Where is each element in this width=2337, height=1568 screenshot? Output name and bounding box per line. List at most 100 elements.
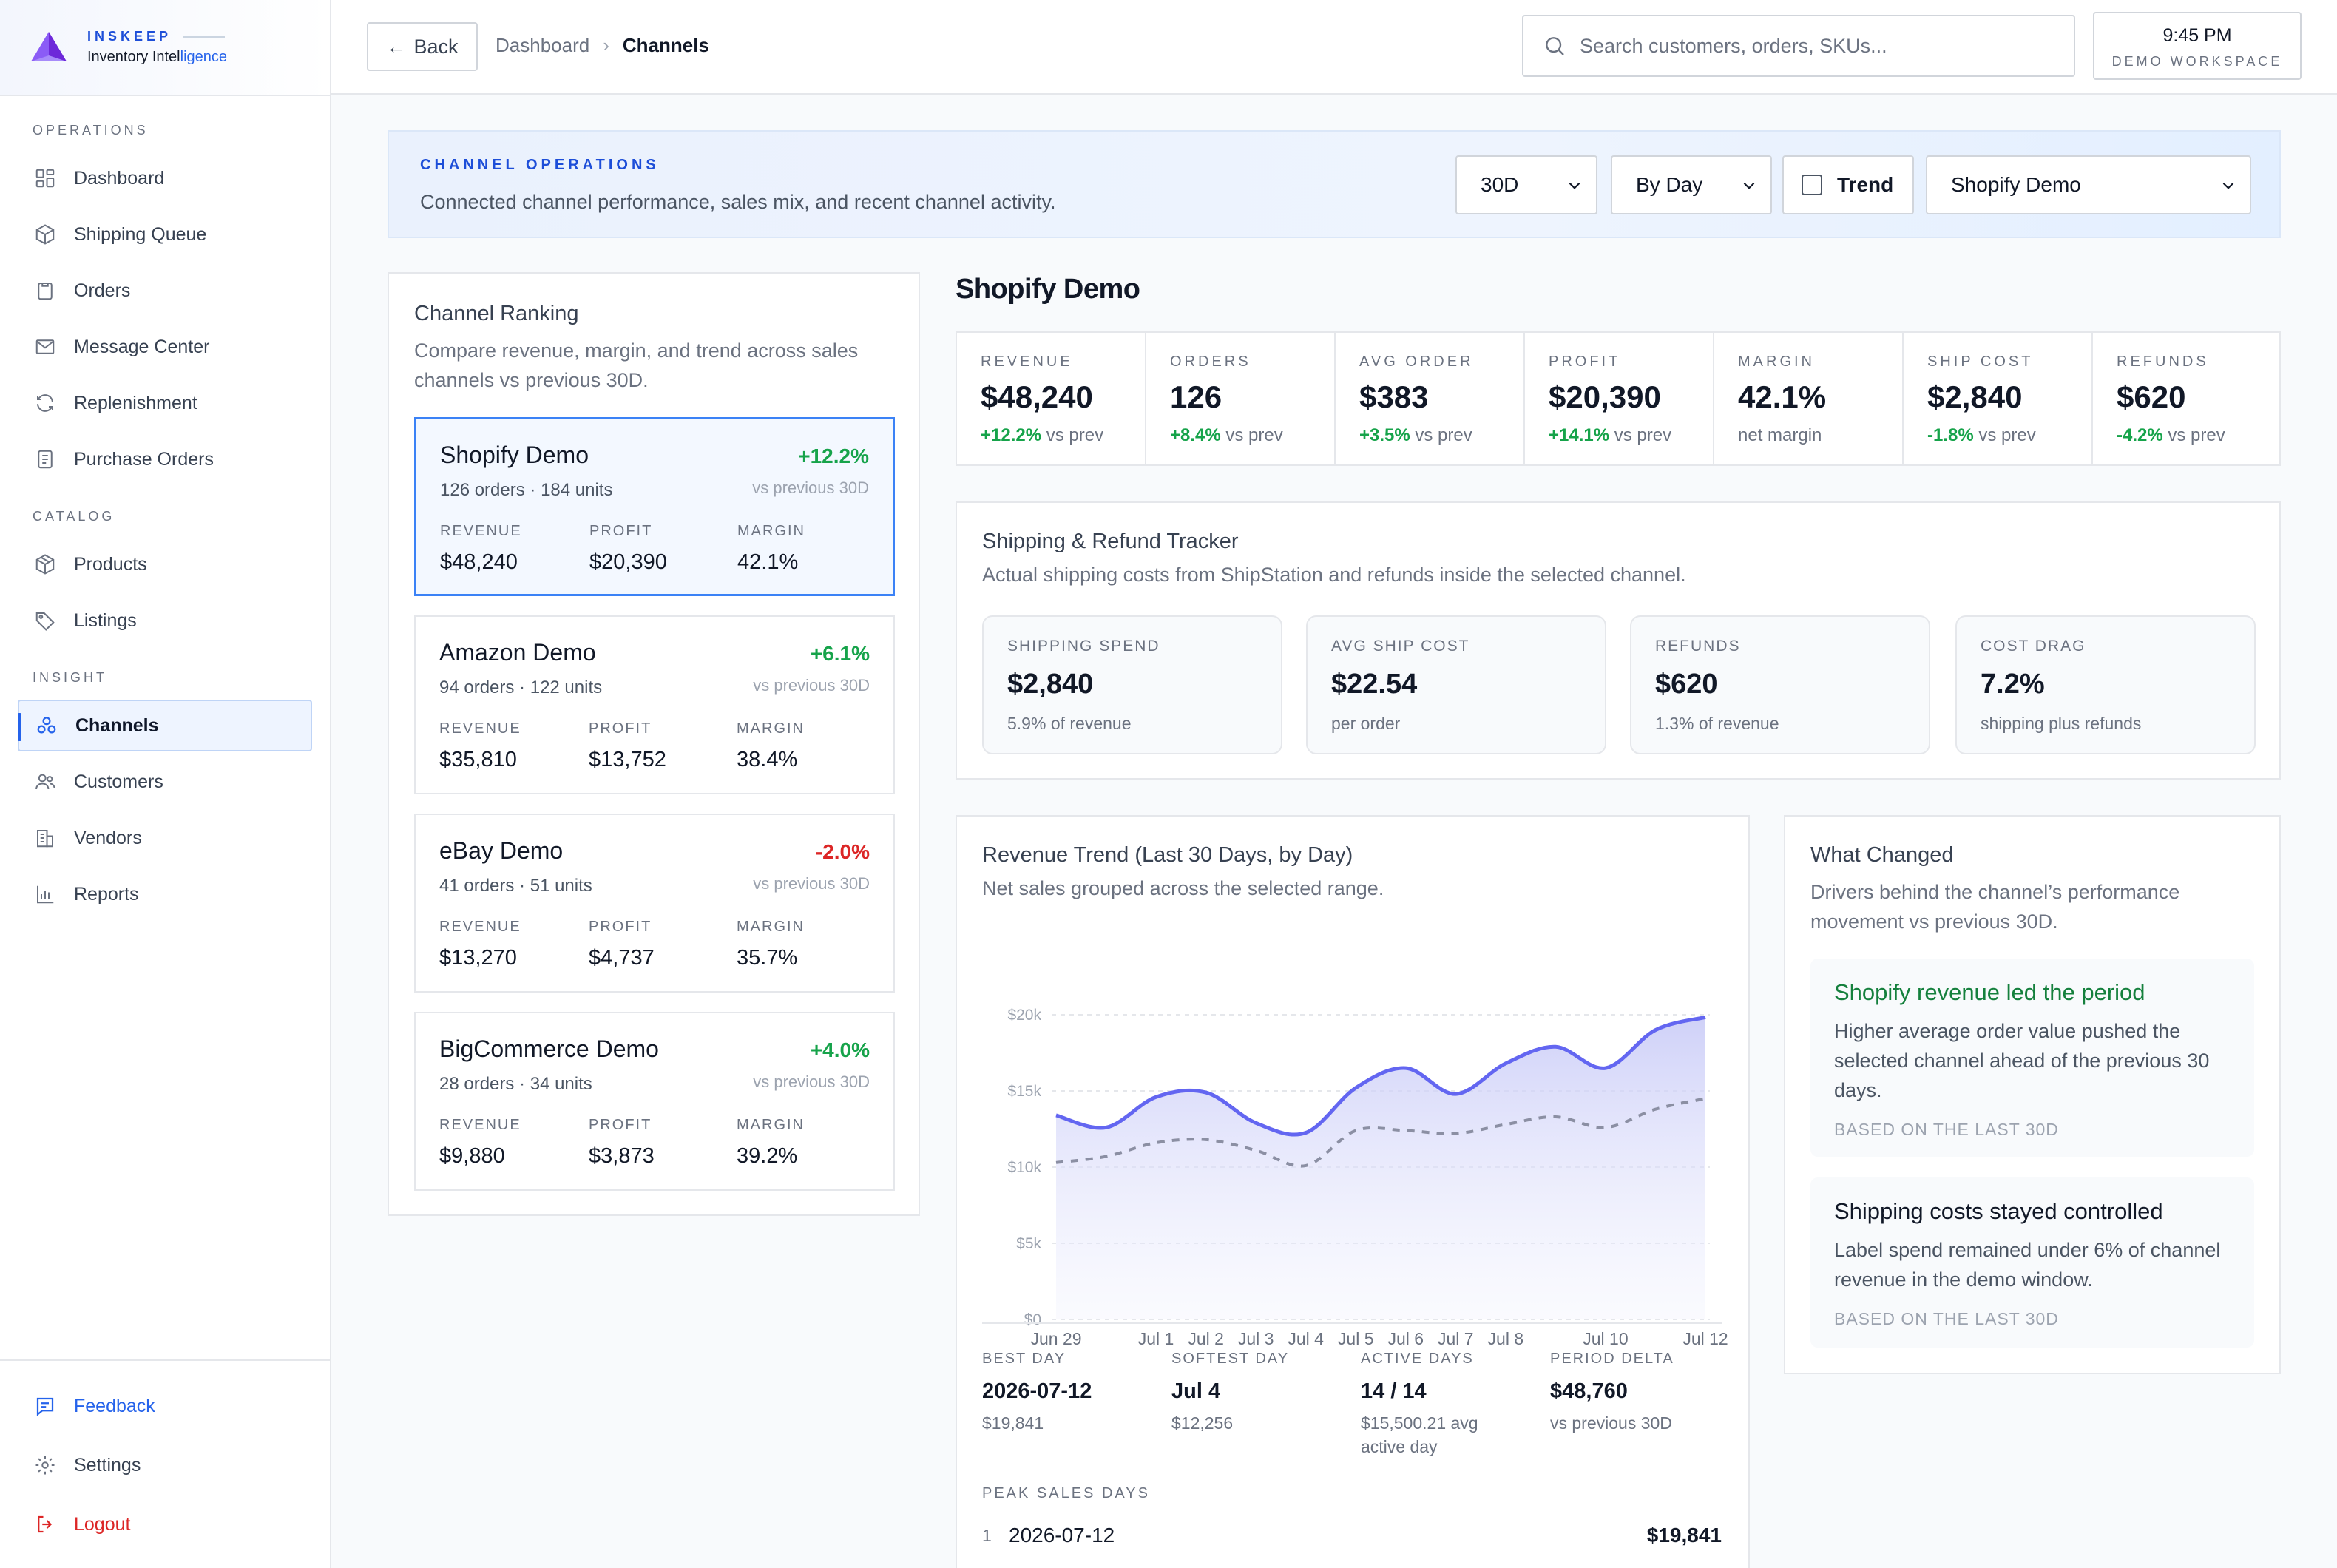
- building-icon: [34, 827, 56, 849]
- range-select[interactable]: 30D: [1455, 155, 1597, 214]
- feedback-link[interactable]: Feedback: [18, 1380, 312, 1432]
- banner-kicker: CHANNEL OPERATIONS: [420, 157, 660, 173]
- sidebar-item-shipping-queue[interactable]: Shipping Queue: [18, 209, 312, 260]
- peak-rank: 1: [982, 1525, 992, 1545]
- topbar: ← Back Dashboard › Channels 9:45 PM DEMO…: [331, 0, 2337, 95]
- channel-card-bigcommerce[interactable]: BigCommerce Demo 28 orders · 34 units +4…: [414, 1012, 895, 1191]
- sidebar-item-label: Message Center: [74, 336, 210, 357]
- grouping-select[interactable]: By Day: [1611, 155, 1772, 214]
- cube-icon: [34, 553, 56, 575]
- channel-delta: +12.2%: [798, 445, 869, 467]
- ranking-title: Channel Ranking: [414, 302, 579, 325]
- channel-card-amazon[interactable]: Amazon Demo 94 orders · 122 units +6.1% …: [414, 615, 895, 794]
- change-item: Shopify revenue led the period Higher av…: [1810, 959, 2254, 1157]
- chat-icon: [34, 1395, 56, 1417]
- y-tick-label: $10k: [1007, 1159, 1041, 1176]
- users-icon: [34, 771, 56, 793]
- trend-checkbox[interactable]: [1802, 175, 1822, 195]
- nav-section-catalog: CATALOG: [33, 509, 115, 524]
- channel-revenue: $35,810: [439, 748, 517, 771]
- x-tick-label: Jul 10: [1583, 1329, 1628, 1348]
- sidebar-item-label: Shipping Queue: [74, 223, 207, 245]
- y-tick-label: $5k: [1016, 1235, 1041, 1252]
- sidebar-item-message-center[interactable]: Message Center: [18, 321, 312, 373]
- logout-link[interactable]: Logout: [18, 1498, 312, 1550]
- channel-card-ebay[interactable]: eBay Demo 41 orders · 51 units -2.0% vs …: [414, 814, 895, 993]
- channel-vs: vs previous 30D: [753, 874, 870, 893]
- sidebar-item-label: Replenishment: [74, 392, 197, 413]
- channel-select[interactable]: Shopify Demo: [1926, 155, 2251, 214]
- y-tick-label: $15k: [1007, 1083, 1041, 1100]
- channel-delta: +4.0%: [810, 1038, 870, 1061]
- stat-period-delta: PERIOD DELTA $48,760 vs previous 30D: [1550, 1351, 1674, 1433]
- sidebar-item-label: Orders: [74, 280, 131, 301]
- sidebar-item-vendors[interactable]: Vendors: [18, 812, 312, 864]
- kpi-refunds: REFUNDS $620 -4.2% vs prev: [2117, 354, 2225, 445]
- channel-card-shopify[interactable]: Shopify Demo 126 orders · 184 units +12.…: [414, 417, 895, 596]
- channel-margin: 42.1%: [737, 550, 799, 574]
- x-tick-label: Jul 8: [1488, 1329, 1524, 1348]
- sidebar-item-purchase-orders[interactable]: Purchase Orders: [18, 433, 312, 485]
- channel-profit: $3,873: [589, 1144, 655, 1168]
- x-tick-label: Jul 4: [1288, 1329, 1324, 1348]
- detail-title: Shopify Demo: [956, 274, 1140, 305]
- dashboard-icon: [34, 167, 56, 189]
- logout-icon: [34, 1513, 56, 1535]
- shipping-refund-tracker: Shipping & Refund Tracker Actual shippin…: [956, 501, 2281, 780]
- peak-row[interactable]: 1 2026-07-12 $19,841: [982, 1519, 1722, 1552]
- sidebar-item-listings[interactable]: Listings: [18, 595, 312, 646]
- trend-subtitle: Net sales grouped across the selected ra…: [982, 877, 1384, 899]
- sidebar: INSKEEP Inventory Intelligence OPERATION…: [0, 0, 331, 1568]
- kpi-revenue: REVENUE $48,240 +12.2% vs prev: [957, 333, 1146, 464]
- sidebar-item-reports[interactable]: Reports: [18, 868, 312, 920]
- breadcrumb: Dashboard › Channels: [496, 34, 709, 57]
- sidebar-item-orders[interactable]: Orders: [18, 265, 312, 317]
- x-tick-label: Jun 29: [1030, 1329, 1081, 1348]
- breadcrumb-dashboard[interactable]: Dashboard: [496, 34, 590, 56]
- channel-margin: 38.4%: [737, 748, 798, 771]
- channel-margin: 39.2%: [737, 1144, 798, 1168]
- sidebar-item-products[interactable]: Products: [18, 538, 312, 590]
- tile-cost-drag: COST DRAG 7.2% shipping plus refunds: [1955, 615, 2256, 754]
- trend-title: Revenue Trend (Last 30 Days, by Day): [982, 843, 1353, 867]
- sidebar-item-customers[interactable]: Customers: [18, 756, 312, 808]
- search-box[interactable]: [1522, 15, 2075, 77]
- brand[interactable]: INSKEEP Inventory Intelligence: [0, 0, 330, 96]
- what-changed-card: What Changed Drivers behind the channel’…: [1784, 815, 2281, 1374]
- search-input[interactable]: [1580, 34, 2053, 58]
- what-changed-title: What Changed: [1810, 843, 1954, 867]
- sidebar-item-label: Vendors: [74, 827, 142, 848]
- channel-operations-banner: CHANNEL OPERATIONS Connected channel per…: [388, 130, 2281, 238]
- x-tick-label: Jul 12: [1682, 1329, 1728, 1348]
- tile-refunds: REFUNDS $620 1.3% of revenue: [1630, 615, 1930, 754]
- x-tick-label: Jul 2: [1188, 1329, 1224, 1348]
- channel-profit: $20,390: [589, 550, 667, 574]
- settings-link[interactable]: Settings: [18, 1439, 312, 1491]
- sidebar-item-label: Products: [74, 553, 147, 575]
- back-button[interactable]: ← Back: [367, 22, 478, 71]
- arrow-left-icon: ←: [386, 35, 407, 58]
- sidebar-item-channels[interactable]: Channels: [18, 700, 312, 751]
- shipping-title: Shipping & Refund Tracker: [982, 530, 1239, 553]
- search-icon: [1546, 37, 1564, 55]
- trend-toggle[interactable]: Trend: [1782, 155, 1914, 214]
- channel-profit: $4,737: [589, 946, 655, 970]
- peak-sales-label: PEAK SALES DAYS: [982, 1485, 1150, 1501]
- sidebar-item-label: Customers: [74, 771, 163, 792]
- channel-meta: 126 orders · 184 units: [440, 480, 613, 500]
- channel-revenue: $48,240: [440, 550, 518, 574]
- stat-softest-day: SOFTEST DAY Jul 4 $12,256: [1171, 1351, 1290, 1433]
- stat-best-day: BEST DAY 2026-07-12 $19,841: [982, 1351, 1092, 1433]
- channel-revenue: $13,270: [439, 946, 517, 970]
- y-tick-label: $20k: [1007, 1007, 1041, 1024]
- brand-name: INSKEEP: [87, 29, 172, 44]
- clock-time: 9:45 PM: [2162, 25, 2232, 46]
- sidebar-item-dashboard[interactable]: Dashboard: [18, 152, 312, 204]
- channel-ranking-card: Channel Ranking Compare revenue, margin,…: [388, 272, 920, 1216]
- channel-delta: -2.0%: [815, 840, 870, 863]
- kpi-strip: REVENUE $48,240 +12.2% vs prev ORDERS 12…: [956, 331, 2281, 466]
- channel-margin: 35.7%: [737, 946, 798, 970]
- sidebar-item-replenishment[interactable]: Replenishment: [18, 377, 312, 429]
- channel-name: BigCommerce Demo: [439, 1035, 659, 1062]
- channel-vs: vs previous 30D: [752, 479, 869, 497]
